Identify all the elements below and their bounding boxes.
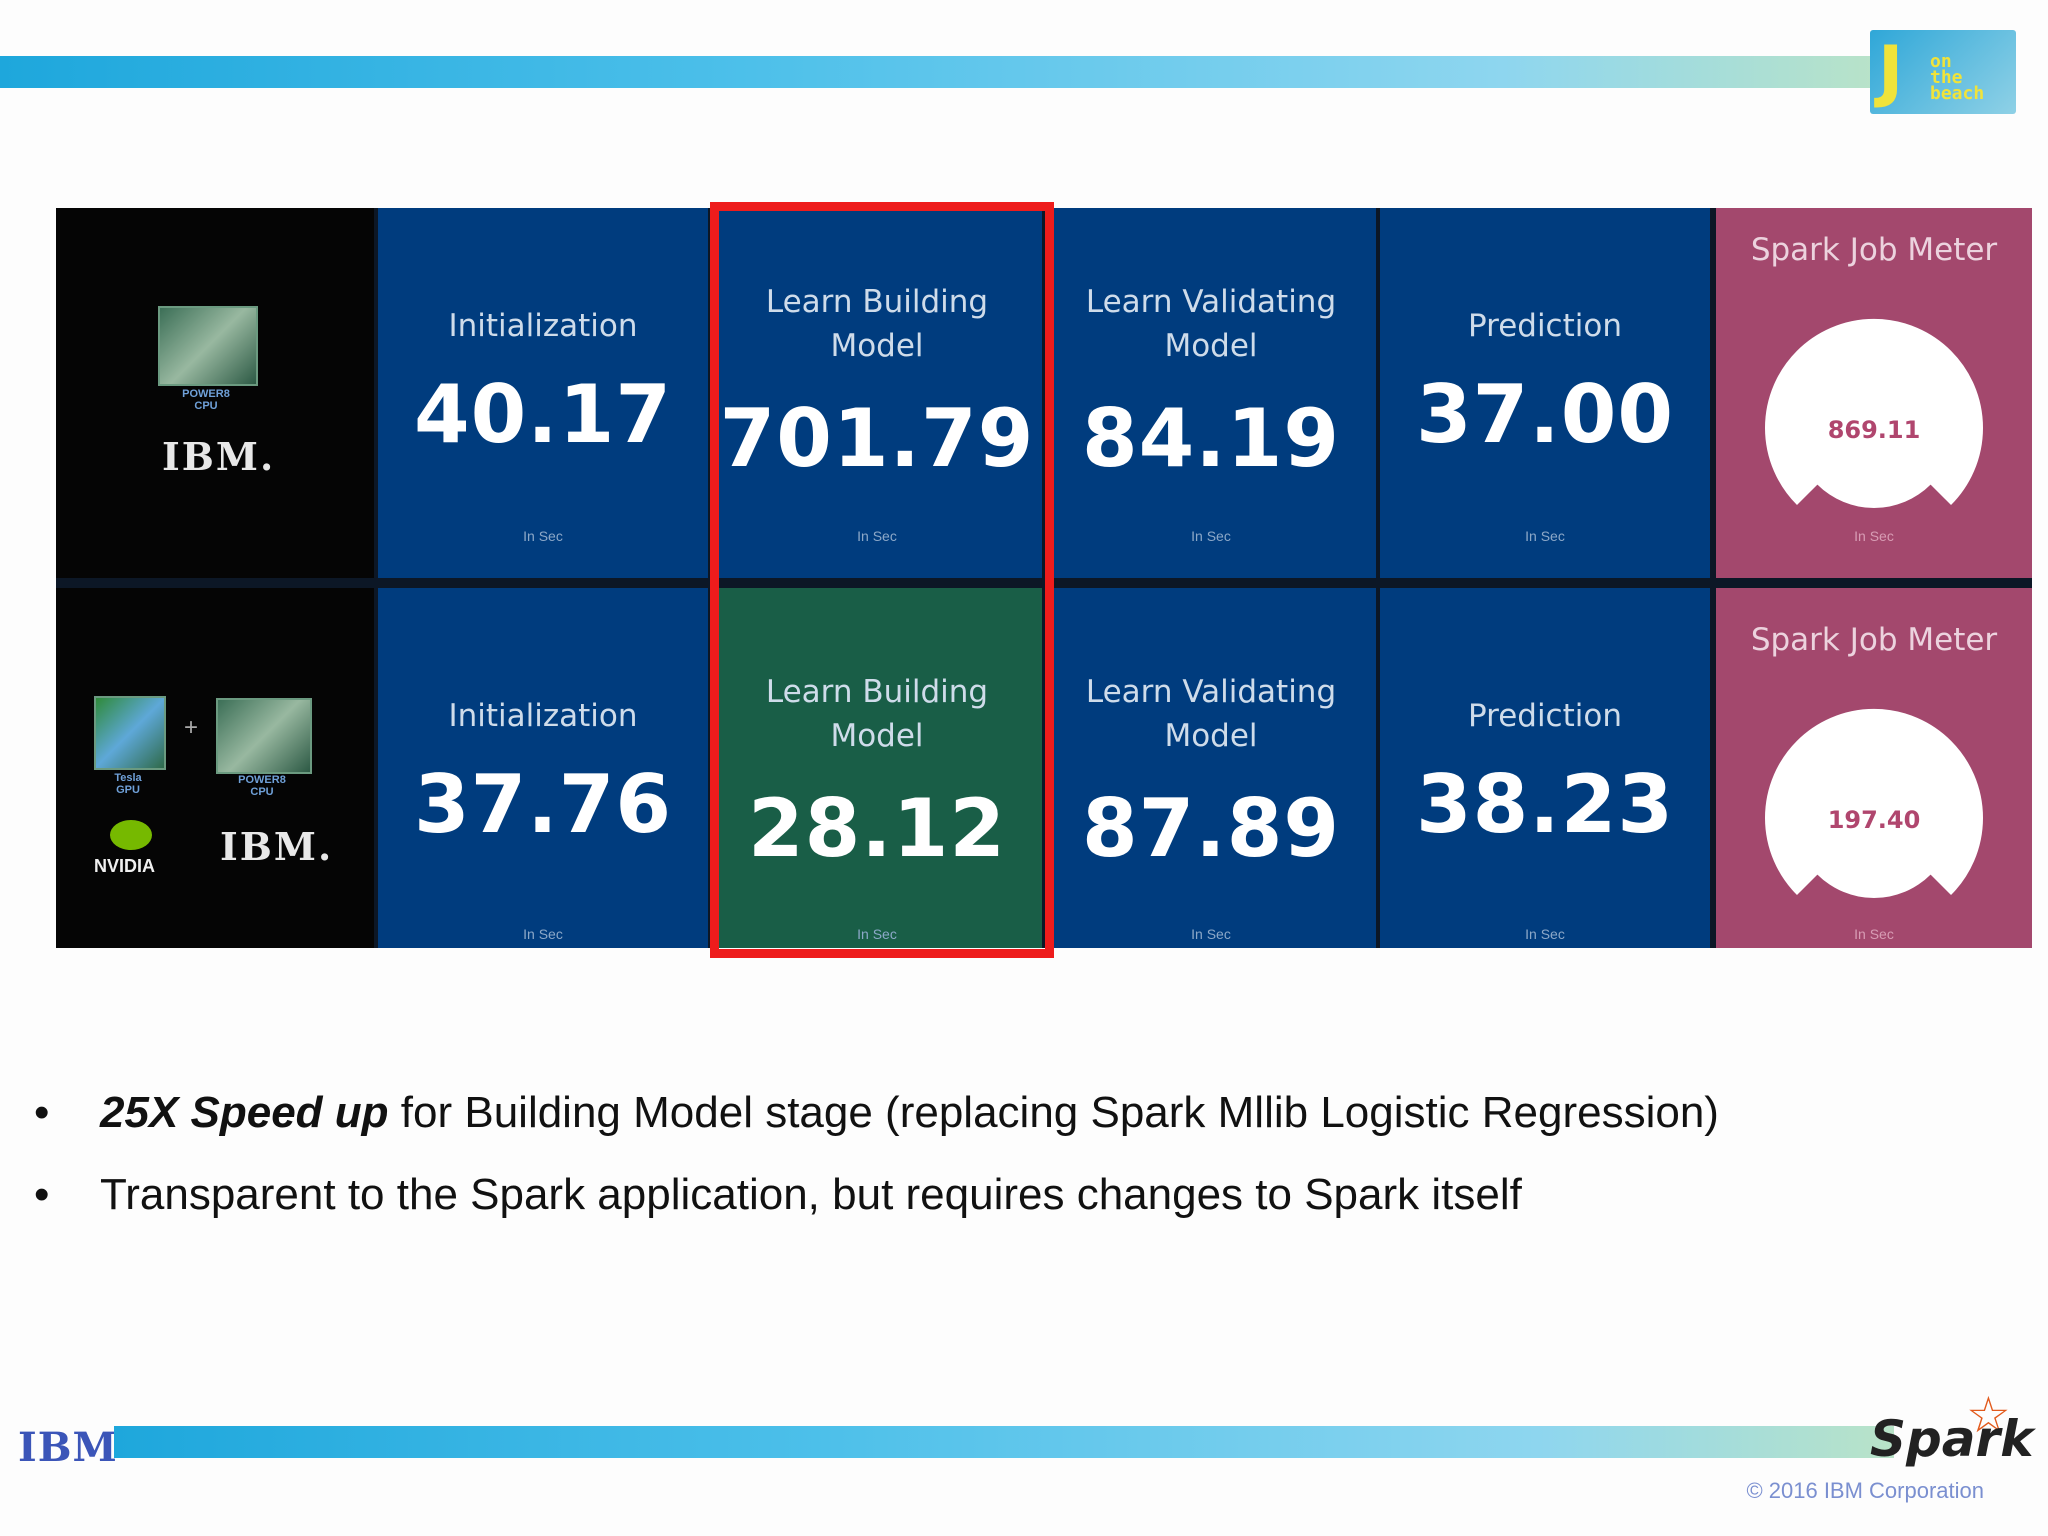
- spark-star-icon: ☆: [1966, 1387, 2011, 1443]
- meter-unit: In Sec: [1854, 528, 1894, 544]
- bullet-symbol: •: [34, 1170, 50, 1219]
- stage-tile-prediction: Prediction 38.23 In Sec: [1380, 588, 1710, 948]
- hardware-tile-gpu-power8: Tesla GPU + POWER8 CPU NVIDIA IBM.: [56, 588, 374, 948]
- stage-value: 87.89: [1081, 782, 1341, 875]
- stage-label: Initialization: [448, 308, 638, 344]
- stage-tile-learn-validating: Learn Validating Model 84.19 In Sec: [1046, 208, 1376, 578]
- highlight-box: [710, 202, 1054, 958]
- stage-unit: In Sec: [857, 528, 897, 544]
- bullet-item: • Transparent to the Spark application, …: [30, 1162, 1930, 1244]
- gpu-caption: Tesla GPU: [114, 772, 142, 796]
- stage-unit: In Sec: [523, 926, 563, 942]
- stage-unit: In Sec: [1525, 926, 1565, 942]
- hardware-tile-power8: POWER8 CPU IBM.: [56, 208, 374, 578]
- spark-job-meter-tile: Spark Job Meter 869.11 In Sec: [1716, 208, 2032, 578]
- ibm-brand: IBM.: [162, 434, 276, 479]
- stage-label: Learn Validating Model: [1085, 284, 1337, 364]
- stage-unit: In Sec: [1525, 528, 1565, 544]
- stage-tile-learn-building: Learn Building Model 28.12 In Sec: [712, 588, 1042, 948]
- bullet-symbol: •: [34, 1088, 50, 1137]
- bullet-text: Transparent to the Spark application, bu…: [100, 1170, 1522, 1219]
- stage-label: Learn Building Model: [765, 674, 989, 754]
- stage-unit: In Sec: [523, 528, 563, 544]
- cpu-caption: POWER8 CPU: [182, 388, 230, 412]
- stage-label: Initialization: [448, 698, 638, 734]
- meter-unit: In Sec: [1854, 926, 1894, 942]
- bullet-list: • 25X Speed up for Building Model stage …: [30, 1080, 1930, 1244]
- spark-job-meter-tile: Spark Job Meter 197.40 In Sec: [1716, 588, 2032, 948]
- tesla-gpu-chip-icon: [94, 696, 166, 770]
- stage-value: 84.19: [1081, 392, 1341, 485]
- gauge-icon: 869.11: [1764, 318, 1984, 508]
- meter-value: 869.11: [1827, 416, 1921, 444]
- stage-value: 37.76: [413, 758, 673, 851]
- gauge-icon: 197.40: [1764, 708, 1984, 898]
- stage-label: Prediction: [1467, 308, 1622, 344]
- logo-letter: J: [1878, 32, 1904, 111]
- copyright: © 2016 IBM Corporation: [1746, 1478, 1984, 1503]
- stage-tile-learn-validating: Learn Validating Model 87.89 In Sec: [1046, 588, 1376, 948]
- bullet-text: for Building Model stage (replacing Spar…: [388, 1088, 1719, 1137]
- header-bar: [0, 56, 1880, 88]
- stage-value: 40.17: [413, 368, 673, 461]
- stage-label: Learn Validating Model: [1085, 674, 1337, 754]
- spark-logo: Spark: [1870, 1410, 2034, 1468]
- plus-sign: +: [184, 714, 199, 741]
- nvidia-brand: NVIDIA: [94, 856, 156, 876]
- stage-unit: In Sec: [1191, 528, 1231, 544]
- stage-tile-prediction: Prediction 37.00 In Sec: [1380, 208, 1710, 578]
- stage-tile-initialization: Initialization 37.76 In Sec: [378, 588, 708, 948]
- nvidia-eye-icon: [110, 820, 152, 850]
- stage-unit: In Sec: [857, 926, 897, 942]
- stage-value: 37.00: [1415, 368, 1675, 461]
- meter-value: 197.40: [1827, 806, 1921, 834]
- stage-value: 38.23: [1415, 758, 1675, 851]
- stage-label: Learn Building Model: [765, 284, 989, 364]
- power8-cpu-chip-icon: [216, 698, 312, 774]
- stage-unit: In Sec: [1191, 926, 1231, 942]
- stage-tile-initialization: Initialization 40.17 In Sec: [378, 208, 708, 578]
- ibm-logo: IBM: [18, 1424, 118, 1471]
- meter-label: Spark Job Meter: [1750, 232, 1998, 268]
- stage-label: Prediction: [1467, 698, 1622, 734]
- spark-dashboard: POWER8 CPU IBM. Initialization 40.17 In …: [56, 208, 2032, 948]
- bullet-emphasis: 25X Speed up: [100, 1088, 389, 1137]
- cpu-caption: POWER8 CPU: [238, 774, 286, 798]
- bullet-item: • 25X Speed up for Building Model stage …: [30, 1080, 1930, 1162]
- stage-value: 28.12: [747, 782, 1007, 875]
- meter-label: Spark Job Meter: [1750, 622, 1998, 658]
- stage-tile-learn-building: Learn Building Model 701.79 In Sec: [712, 208, 1042, 578]
- stage-value: 701.79: [719, 392, 1035, 485]
- ibm-brand: IBM.: [220, 824, 334, 869]
- footer-bar: [114, 1426, 1894, 1458]
- power8-cpu-chip-icon: [158, 306, 258, 386]
- jonthebeach-logo: J on the beach: [1870, 30, 2016, 114]
